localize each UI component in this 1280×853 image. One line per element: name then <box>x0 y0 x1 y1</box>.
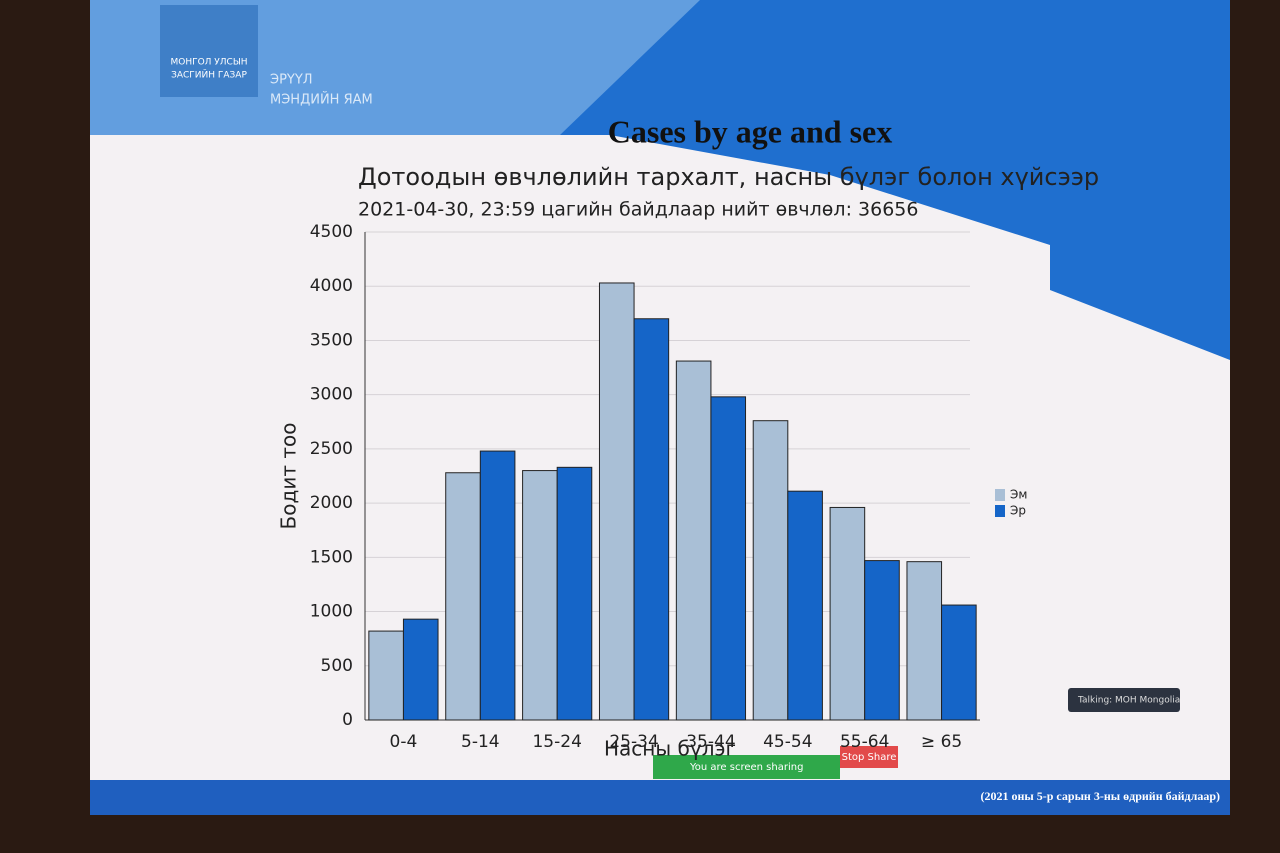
bar <box>445 472 481 721</box>
slide-footer: (2021 оны 5-р сарын 3-ны өдрийн байдлаар… <box>980 789 1220 803</box>
bar <box>906 561 943 721</box>
stop-share-text[interactable]: Stop Share <box>842 752 897 763</box>
bar <box>598 282 635 721</box>
y-tick-label: 2000 <box>310 493 353 513</box>
bar <box>633 318 670 721</box>
y-tick-label: 4000 <box>310 276 353 296</box>
bar <box>368 630 404 721</box>
y-tick-label: 4500 <box>310 222 353 242</box>
legend-swatch <box>995 489 1005 501</box>
y-tick-label: 0 <box>342 710 353 730</box>
slide-heading: Cases by age and sex <box>608 113 892 149</box>
talking-box <box>1068 688 1180 712</box>
x-tick-label: 15-24 <box>532 732 581 752</box>
logo <box>160 5 258 97</box>
x-tick-label: 35-44 <box>686 732 735 752</box>
bar <box>864 560 900 721</box>
y-tick-label: 1000 <box>310 602 353 622</box>
bar <box>479 450 516 721</box>
legend-label: Эр <box>1010 504 1026 518</box>
bar <box>402 618 439 721</box>
legend-label: Эм <box>1010 488 1027 502</box>
bar <box>752 420 789 721</box>
y-tick-label: 3000 <box>310 385 353 405</box>
chart-title: Дотоодын өвчлөлийн тархалт, насны бүлэг … <box>358 163 1099 191</box>
y-axis-label: Бодит тоо <box>277 423 301 530</box>
x-axis-label: Насны бүлэг <box>604 737 736 761</box>
chart-subtitle: 2021-04-30, 23:59 цагийн байдлаар нийт ө… <box>358 199 918 221</box>
ministry-text: ЭРҮҮЛ <box>270 73 313 88</box>
sharing-bar <box>653 755 840 779</box>
sharing-text: You are screen sharing <box>689 762 803 773</box>
x-tick-label: 45-54 <box>763 732 812 752</box>
x-tick-label: ≥ 65 <box>921 732 962 752</box>
logo-text: ЗАСГИЙН ГАЗАР <box>171 69 247 81</box>
ministry-text: МЭНДИЙН ЯАМ <box>270 92 373 108</box>
logo-text: МОНГОЛ УЛСЫН <box>170 58 247 68</box>
x-tick-label: 25-34 <box>609 732 658 752</box>
bar <box>829 506 866 721</box>
bar <box>675 360 712 721</box>
x-tick-label: 5-14 <box>461 732 500 752</box>
slide-footer-band <box>90 780 1230 815</box>
bar <box>787 490 823 721</box>
stop-share-button[interactable] <box>840 746 898 768</box>
x-tick-label: 0-4 <box>390 732 418 752</box>
y-tick-label: 1500 <box>310 547 353 567</box>
y-tick-label: 3500 <box>310 330 353 350</box>
y-tick-label: 2500 <box>310 439 353 459</box>
bar <box>556 466 593 721</box>
bar <box>941 604 977 721</box>
y-tick-label: 500 <box>321 656 353 676</box>
bar <box>522 470 558 721</box>
legend-swatch <box>995 505 1005 517</box>
bar <box>710 396 747 721</box>
x-tick-label: 55-64 <box>840 732 889 752</box>
talking-text: Talking: MOH Mongolia <box>1077 696 1180 706</box>
